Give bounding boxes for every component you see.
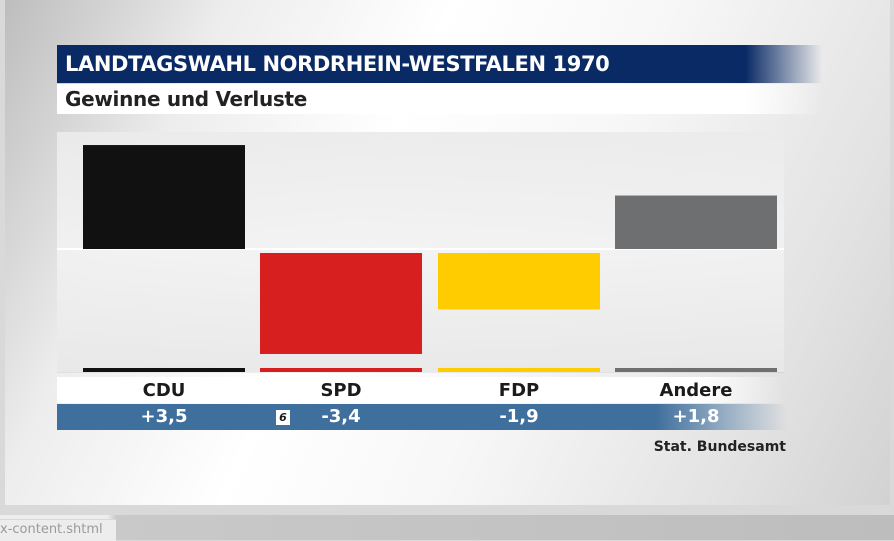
color-strip-fdp [438,368,600,372]
category-label-andere: Andere [659,380,733,401]
chart-title: LANDTAGSWAHL NORDRHEIN-WESTFALEN 1970 [65,52,610,76]
footer-tab[interactable] [0,519,116,541]
color-strip-andere [615,368,777,372]
color-strip-cdu [83,368,245,372]
value-label-andere: +1,8 [672,406,720,427]
color-strip-spd [260,368,422,372]
value-label-band [57,404,787,430]
category-label-spd: SPD [320,380,362,401]
broadcaster-logo-icon: 6 [276,410,290,425]
subtitle-band [57,84,822,114]
category-label-band [57,377,784,403]
chart-subtitle: Gewinne und Verluste [65,87,308,111]
bar-cdu [83,145,245,249]
bar-andere [615,195,777,249]
category-label-fdp: FDP [498,380,540,401]
bar-fdp [438,253,600,310]
footer-url-text: x-content.shtml [0,522,103,537]
value-label-fdp: -1,9 [499,406,539,427]
category-label-cdu: CDU [142,380,186,401]
source-label: Stat. Bundesamt [653,439,786,455]
bar-chart [57,145,784,372]
plot-area [57,132,784,372]
bar-spd [260,253,422,354]
title-band [57,45,822,83]
footer-strip [0,515,894,540]
value-label-spd: -3,4 [321,406,361,427]
value-label-cdu: +3,5 [140,406,188,427]
